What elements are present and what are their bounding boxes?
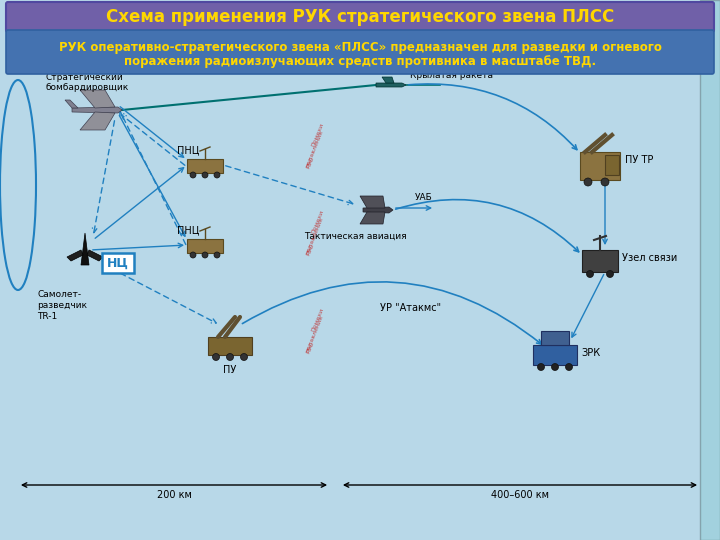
FancyBboxPatch shape (700, 0, 720, 540)
Polygon shape (67, 250, 83, 261)
Circle shape (202, 172, 208, 178)
Circle shape (190, 172, 196, 178)
FancyBboxPatch shape (582, 250, 618, 272)
Text: подавления: подавления (305, 315, 324, 353)
FancyBboxPatch shape (533, 345, 577, 365)
FancyBboxPatch shape (580, 152, 620, 180)
Polygon shape (87, 250, 103, 261)
Text: 200 км: 200 км (156, 490, 192, 500)
Polygon shape (72, 107, 122, 113)
Text: Крылатая ракета: Крылатая ракета (410, 71, 493, 79)
Text: Помехи: Помехи (311, 123, 325, 147)
Text: Узел связи: Узел связи (622, 253, 678, 263)
Text: 400–600 км: 400–600 км (491, 490, 549, 500)
FancyBboxPatch shape (187, 159, 223, 173)
Text: Схема применения РУК стратегического звена ПЛСС: Схема применения РУК стратегического зве… (106, 8, 614, 26)
Text: УР "Атакмс": УР "Атакмс" (380, 303, 441, 313)
Polygon shape (80, 90, 115, 108)
Text: РЭС: РЭС (305, 244, 315, 256)
Circle shape (552, 363, 559, 370)
Text: поражения радиоизлучающих средств противника в масштабе ТВД.: поражения радиоизлучающих средств против… (124, 56, 596, 69)
Polygon shape (65, 100, 78, 108)
Text: Стратегический: Стратегический (45, 73, 122, 82)
Circle shape (190, 252, 196, 258)
Circle shape (227, 354, 233, 361)
Text: ПУ: ПУ (223, 365, 237, 375)
FancyBboxPatch shape (605, 155, 619, 175)
Circle shape (587, 271, 593, 278)
Text: ПНЦ: ПНЦ (177, 145, 199, 155)
Polygon shape (382, 77, 394, 83)
FancyBboxPatch shape (700, 0, 720, 540)
FancyBboxPatch shape (6, 30, 714, 74)
FancyBboxPatch shape (187, 239, 223, 253)
Text: ЗРК: ЗРК (581, 348, 600, 358)
Circle shape (202, 252, 208, 258)
Polygon shape (80, 112, 115, 130)
Polygon shape (363, 207, 393, 213)
FancyBboxPatch shape (6, 2, 714, 32)
Text: ПНЦ: ПНЦ (177, 225, 199, 235)
Text: РУК оперативно-стратегического звена «ПЛСС» предназначен для разведки и огневого: РУК оперативно-стратегического звена «ПЛ… (58, 42, 662, 55)
FancyBboxPatch shape (102, 253, 134, 273)
Text: Тактическая авиация: Тактическая авиация (304, 232, 406, 241)
Text: подавления: подавления (305, 217, 324, 255)
Circle shape (538, 363, 544, 370)
Text: Помехи: Помехи (311, 210, 325, 234)
Text: Помехи: Помехи (311, 307, 325, 333)
Circle shape (214, 172, 220, 178)
Text: Самолет-
разведчик
ТR-1: Самолет- разведчик ТR-1 (37, 290, 87, 321)
Circle shape (601, 178, 609, 186)
Text: РЭС: РЭС (305, 341, 315, 355)
Circle shape (565, 363, 572, 370)
Text: бомбардировщик: бомбардировщик (45, 83, 128, 92)
Polygon shape (376, 83, 406, 87)
Text: РЭС: РЭС (305, 156, 315, 170)
Circle shape (240, 354, 248, 361)
Circle shape (214, 252, 220, 258)
Polygon shape (360, 196, 385, 208)
FancyBboxPatch shape (208, 337, 252, 355)
Text: НЦ: НЦ (107, 256, 129, 269)
Text: УАБ: УАБ (415, 193, 433, 202)
Polygon shape (81, 233, 89, 265)
Circle shape (584, 178, 592, 186)
Polygon shape (360, 212, 385, 224)
Circle shape (606, 271, 613, 278)
FancyBboxPatch shape (541, 331, 569, 345)
Text: ПУ ТР: ПУ ТР (625, 155, 653, 165)
Text: подавления: подавления (305, 130, 324, 168)
Circle shape (212, 354, 220, 361)
